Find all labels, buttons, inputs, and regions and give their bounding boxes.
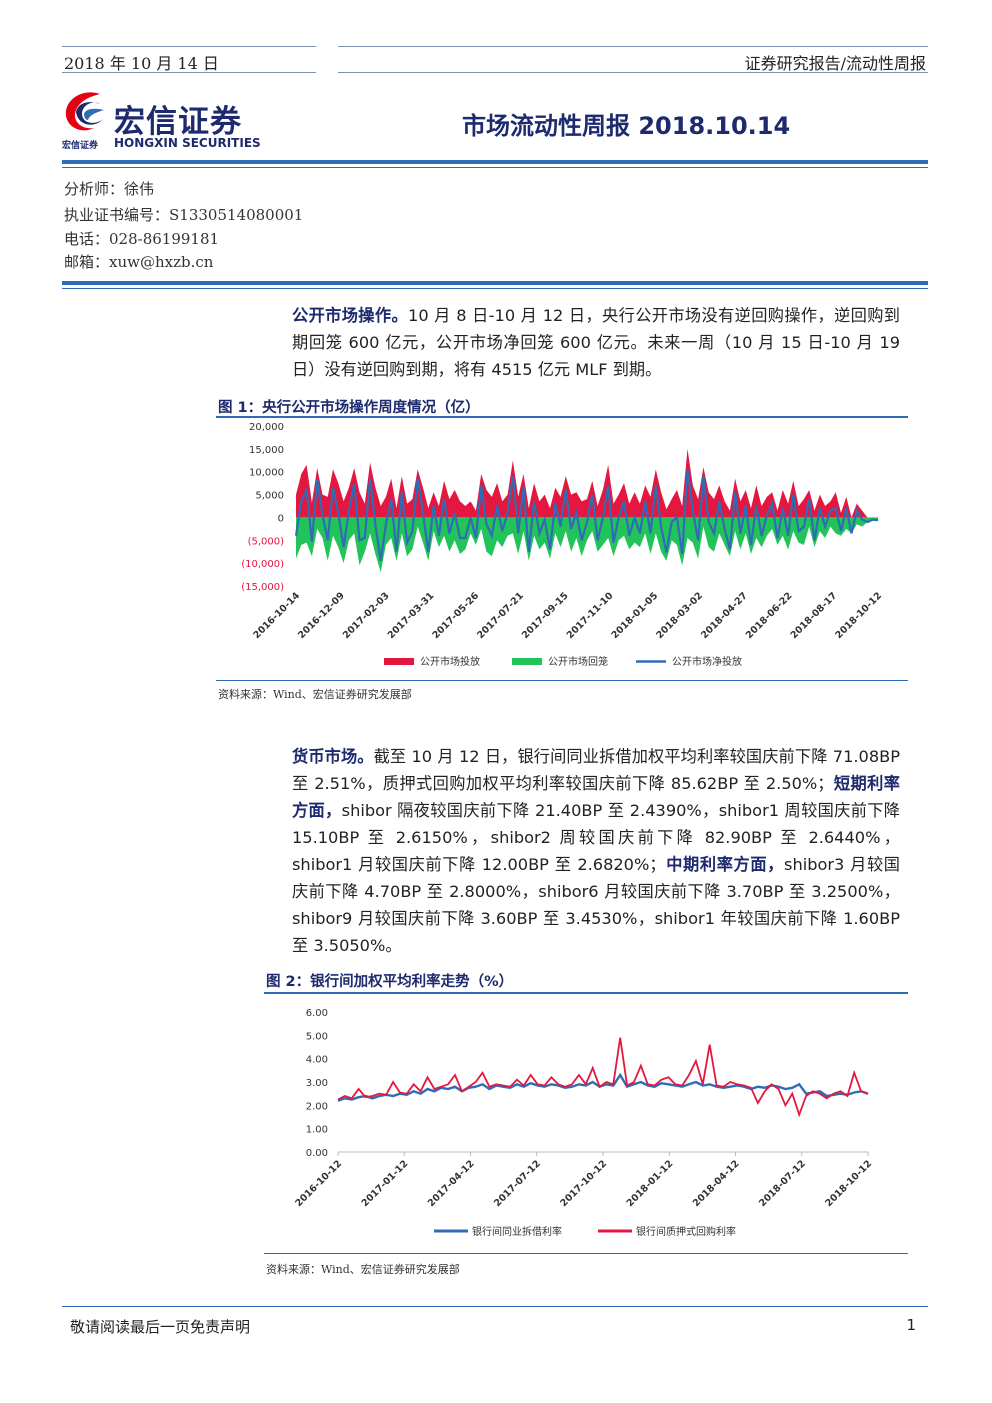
x-tick-label: 2016-12-09 xyxy=(296,590,347,641)
x-tick-label: 2018-10-12 xyxy=(833,590,884,641)
figure-1-top-rule xyxy=(216,416,908,418)
x-tick-label: 2018-01-12 xyxy=(625,1158,676,1209)
x-tick-label: 2018-04-27 xyxy=(699,590,750,641)
y-tick-label: 1.00 xyxy=(306,1125,328,1136)
footer-rule xyxy=(62,1306,928,1307)
header-category: 证券研究报告/流动性周报 xyxy=(744,54,926,73)
y-tick-label: 10,000 xyxy=(249,468,284,479)
footer-disclaimer[interactable]: 敬请阅读最后一页免责声明 xyxy=(70,1318,251,1336)
report-title: 市场流动性周报 2018.10.14 xyxy=(462,112,791,140)
header-rule-left xyxy=(62,72,316,73)
x-tick-label: 2017-03-31 xyxy=(386,590,437,641)
x-tick-label: 2017-02-03 xyxy=(341,590,392,641)
legend-label: 银行间同业拆借利率 xyxy=(472,1225,562,1238)
info-band-thick xyxy=(62,281,928,285)
paragraph-mid-rate-lead: 中期利率方面， xyxy=(665,855,785,874)
logo-text-en: HONGXIN SECURITIES xyxy=(114,136,261,150)
info-band-thin xyxy=(62,288,928,289)
y-tick-label: 5.00 xyxy=(306,1031,328,1042)
figure-2-top-rule xyxy=(264,992,908,994)
y-tick-label: 0.00 xyxy=(306,1148,328,1159)
x-tick-label: 2017-01-12 xyxy=(360,1158,411,1209)
y-tick-label: 20,000 xyxy=(249,422,284,433)
x-tick-label: 2016-10-14 xyxy=(251,590,302,641)
figure-2-source: 资料来源：Wind、宏信证券研究发展部 xyxy=(266,1263,460,1276)
x-tick-label: 2018-07-12 xyxy=(757,1158,808,1209)
figure-1-source: 资料来源：Wind、宏信证券研究发展部 xyxy=(218,688,412,701)
analyst-email[interactable]: 邮箱：xuw@hxzb.cn xyxy=(64,251,213,272)
legend-label: 公开市场回笼 xyxy=(548,655,608,668)
header-date: 2018 年 10 月 14 日 xyxy=(64,54,219,73)
x-tick-label: 2017-07-12 xyxy=(492,1158,543,1209)
legend-label: 公开市场投放 xyxy=(420,655,480,668)
figure-1-title: 图 1：央行公开市场操作周度情况（亿） xyxy=(218,400,480,416)
x-tick-label: 2017-11-10 xyxy=(565,590,616,641)
analyst-cert: 执业证书编号：S1330514080001 xyxy=(64,206,304,224)
x-tick-label: 2017-07-21 xyxy=(475,590,526,641)
y-tick-label: 5,000 xyxy=(255,491,284,502)
y-tick-label: 3.00 xyxy=(306,1078,328,1089)
analyst-name: 分析师：徐伟 xyxy=(64,180,155,198)
title-band-thick xyxy=(62,160,928,164)
logo-text-small: 宏信证券 xyxy=(62,141,99,151)
x-tick-label: 2018-06-22 xyxy=(744,590,795,641)
y-tick-label: 6.00 xyxy=(306,1008,328,1019)
x-tick-label: 2018-04-12 xyxy=(691,1158,742,1209)
paragraph-money-market-text2: shibor 隔夜较国庆前下降 21.40BP 至 2.4390%，shibor… xyxy=(292,801,900,874)
header-rule-top-right xyxy=(338,46,928,47)
series-interbank-lending-line xyxy=(337,1072,869,1102)
paragraph-money-market-text3: shibor3 月较国庆前下降 4.70BP 至 2.8000%，shibor6… xyxy=(292,855,900,955)
series-repo-line xyxy=(337,1037,869,1118)
x-tick-label: 2018-01-05 xyxy=(610,590,661,641)
series-net-injection-line xyxy=(294,469,879,562)
header-rule-top-left xyxy=(62,46,316,47)
paragraph-open-market: 公开市场操作。10 月 8 日-10 月 12 日，央行公开市场没有逆回购操作，… xyxy=(292,302,900,383)
y-tick-label: (10,000) xyxy=(241,559,284,570)
paragraph-money-market-text1: 截至 10 月 12 日，银行间同业拆借加权平均利率较国庆前下降 71.08BP… xyxy=(292,747,900,793)
x-tick-label: 2018-10-12 xyxy=(823,1158,874,1209)
title-band-thin xyxy=(62,167,928,168)
x-tick-label: 2017-09-15 xyxy=(520,590,571,641)
paragraph-open-market-lead: 公开市场操作。 xyxy=(292,306,409,325)
y-tick-label: 15,000 xyxy=(249,445,284,456)
x-tick-label: 2017-05-26 xyxy=(430,590,481,641)
y-tick-label: (5,000) xyxy=(248,536,285,547)
logo-text-cn: 宏信证券 xyxy=(114,104,242,140)
hongxin-logo-icon xyxy=(65,92,104,131)
legend-swatch xyxy=(384,658,414,665)
y-tick-label: (15,000) xyxy=(241,582,284,593)
x-tick-label: 2017-04-12 xyxy=(426,1158,477,1209)
paragraph-short-rate-lead: 短期利率方面， xyxy=(292,774,900,820)
header-rule-right xyxy=(338,72,928,73)
legend-label: 公开市场净投放 xyxy=(672,655,742,668)
analyst-phone: 电话：028-86199181 xyxy=(64,230,220,248)
y-tick-label: 0 xyxy=(278,513,284,524)
legend-label: 银行间质押式回购利率 xyxy=(636,1225,736,1238)
paragraph-money-market: 货币市场。截至 10 月 12 日，银行间同业拆借加权平均利率较国庆前下降 71… xyxy=(292,743,900,959)
x-tick-label: 2016-10-12 xyxy=(293,1158,344,1209)
y-tick-label: 4.00 xyxy=(306,1055,328,1066)
legend-swatch xyxy=(512,658,542,665)
figure-2-bottom-rule xyxy=(264,1253,908,1254)
page-number: 1 xyxy=(906,1316,916,1334)
figure-2-title: 图 2：银行间加权平均利率走势（%） xyxy=(266,974,514,990)
paragraph-open-market-text: 10 月 8 日-10 月 12 日，央行公开市场没有逆回购操作，逆回购到期回笼… xyxy=(292,306,900,379)
paragraph-money-market-lead: 货币市场。 xyxy=(292,747,374,766)
y-tick-label: 2.00 xyxy=(306,1101,328,1112)
analyst-email-text[interactable]: 邮箱：xuw@hxzb.cn xyxy=(64,253,214,271)
x-tick-label: 2018-08-17 xyxy=(789,590,840,641)
x-tick-label: 2018-03-02 xyxy=(654,590,705,641)
figure-1-bottom-rule xyxy=(216,680,908,681)
x-tick-label: 2017-10-12 xyxy=(558,1158,609,1209)
series-injection-area xyxy=(296,448,878,518)
figure-1-chart: 20,000 15,000 10,000 5,000 0 (5,000) (10,000) (… xyxy=(241,422,884,668)
